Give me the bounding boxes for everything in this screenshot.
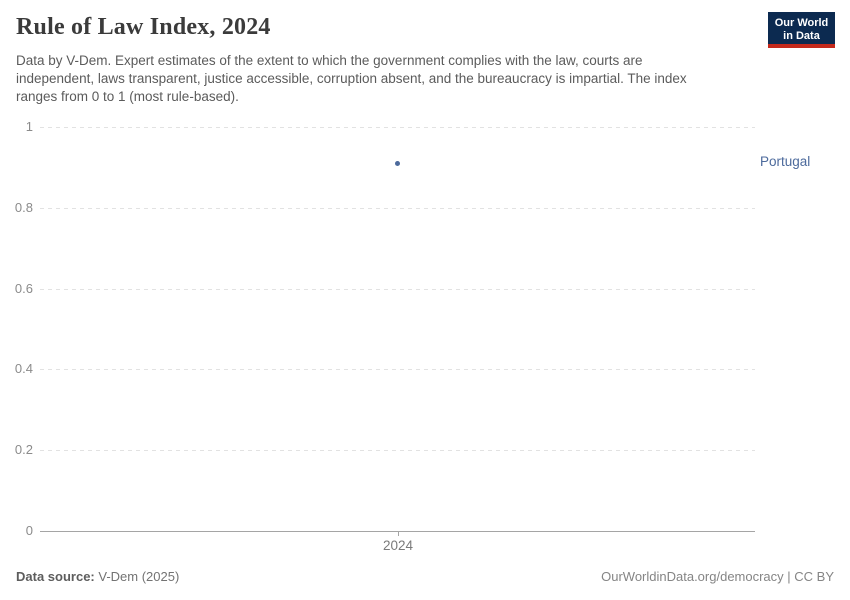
- y-axis-tick-label: 0.4: [14, 361, 33, 376]
- y-axis-tick-label: 0.8: [14, 200, 33, 215]
- x-axis-tick-mark: [398, 531, 399, 536]
- entity-label-portugal[interactable]: Portugal: [760, 154, 811, 170]
- footer-license-link[interactable]: OurWorldinData.org/democracy | CC BY: [601, 569, 834, 584]
- data-source-value: V-Dem (2025): [94, 569, 180, 584]
- page-title: Rule of Law Index, 2024: [16, 14, 271, 40]
- owid-logo-line1: Our World: [774, 17, 829, 29]
- gridline: [40, 369, 755, 370]
- y-axis-tick-label: 0.2: [14, 442, 33, 457]
- y-axis-tick-label: 0.6: [14, 281, 33, 296]
- gridline: [40, 208, 755, 209]
- x-axis-tick-label: 2024: [382, 538, 414, 553]
- data-point-portugal[interactable]: [395, 160, 400, 166]
- owid-logo[interactable]: Our World in Data: [768, 12, 835, 48]
- gridline: [40, 450, 755, 451]
- gridline: [40, 127, 755, 128]
- y-axis-tick-label: 1: [25, 119, 33, 134]
- footer-data-source: Data source: V-Dem (2025): [16, 569, 179, 584]
- chart-subtitle: Data by V-Dem. Expert estimates of the e…: [16, 53, 687, 104]
- owid-logo-line2: in Data: [783, 30, 820, 42]
- gridline: [40, 289, 755, 290]
- x-axis-line: [40, 531, 755, 532]
- y-axis-tick-label: 0: [25, 523, 33, 538]
- data-source-label: Data source:: [16, 569, 95, 584]
